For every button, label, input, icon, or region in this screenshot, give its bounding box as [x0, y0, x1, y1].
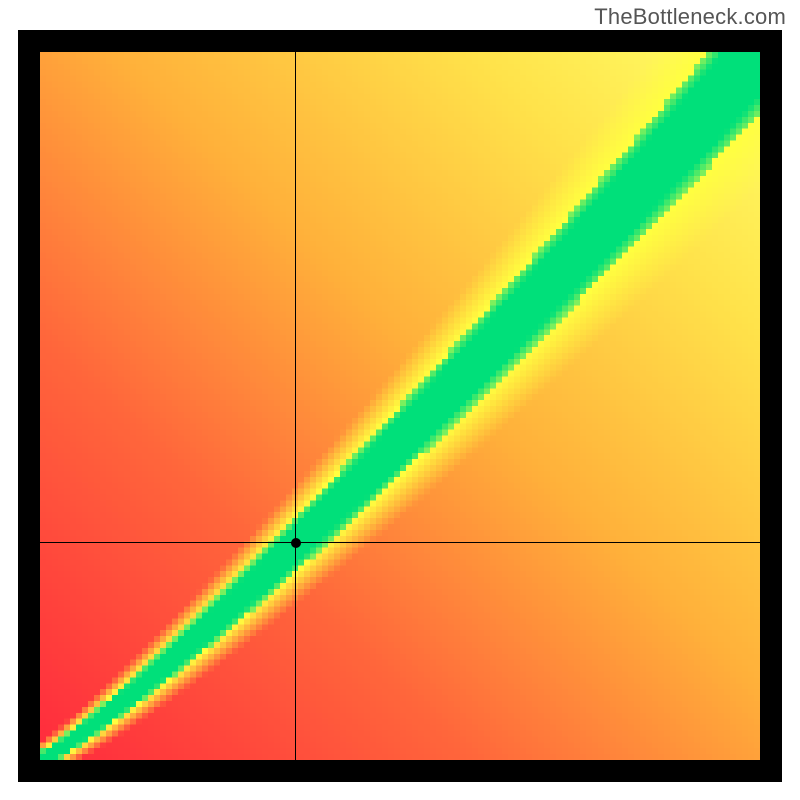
chart-frame: [18, 30, 782, 782]
crosshair-dot: [291, 538, 301, 548]
heatmap-canvas: [40, 52, 760, 760]
crosshair-vertical: [295, 52, 296, 760]
chart-container: TheBottleneck.com: [0, 0, 800, 800]
watermark: TheBottleneck.com: [594, 4, 786, 30]
crosshair-horizontal: [40, 542, 760, 543]
plot-area: [40, 52, 760, 760]
